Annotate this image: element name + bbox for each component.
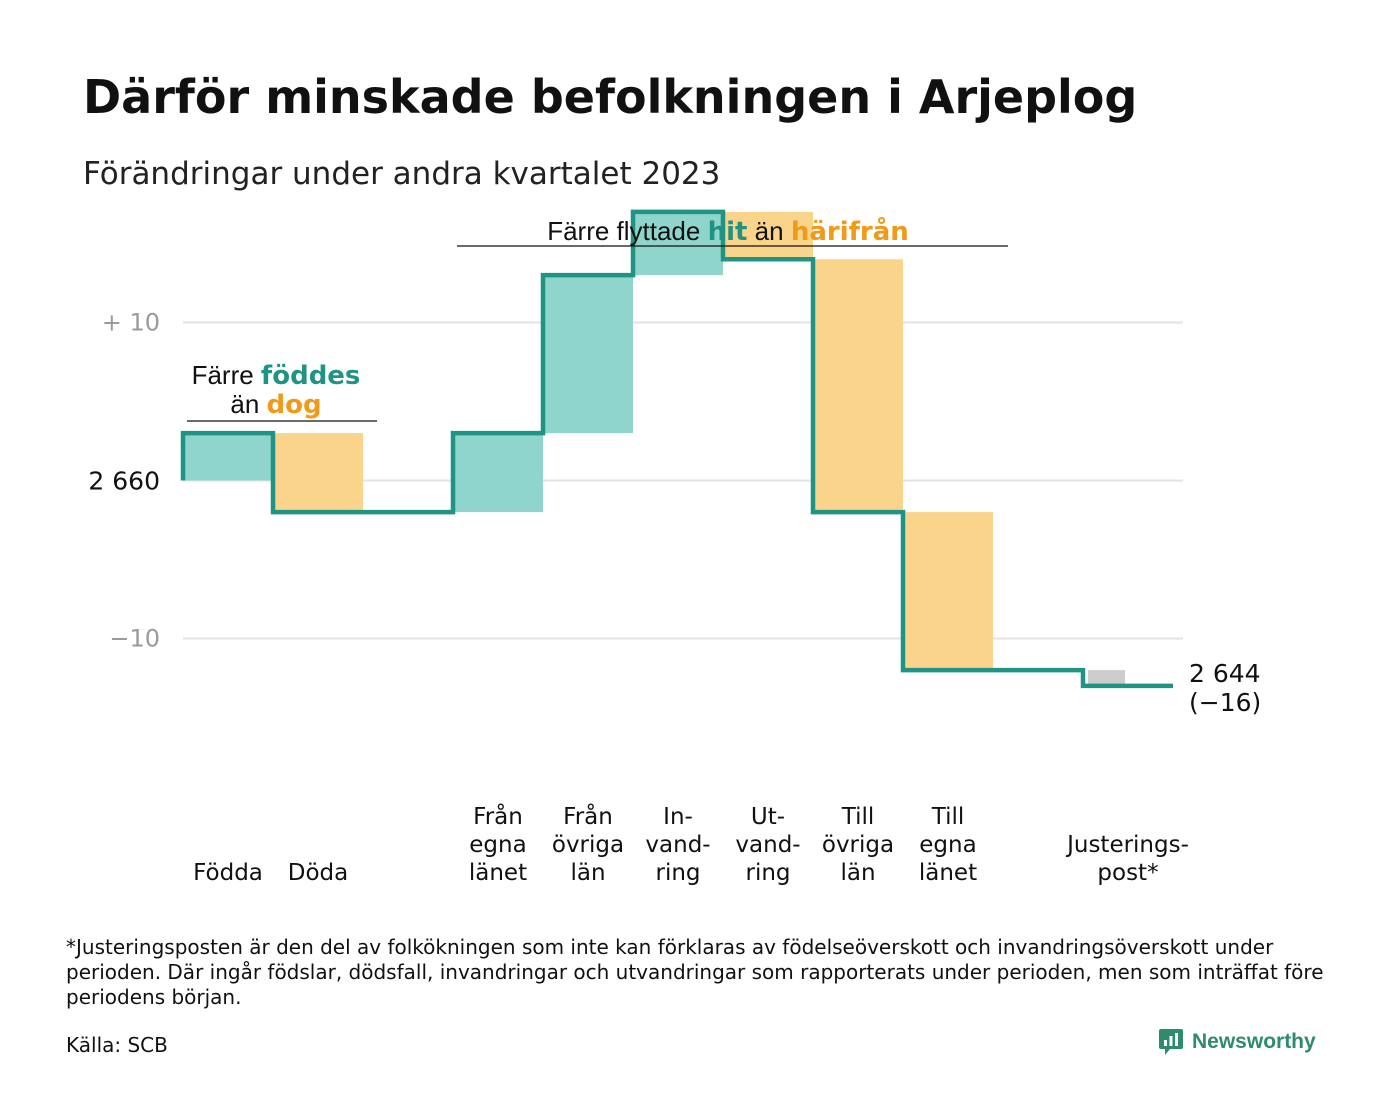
brand-logo[interactable]: Newsworthy xyxy=(1158,1027,1316,1057)
line-layer xyxy=(180,209,1173,689)
bar-tillegnalänet xyxy=(903,512,993,671)
bar-justeringspost xyxy=(1088,670,1125,686)
category-label: Från xyxy=(563,802,613,830)
footnote: *Justeringsposten är den del av folkökni… xyxy=(66,935,1324,1009)
newsworthy-logo-icon xyxy=(1159,1029,1183,1055)
category-label: Födda xyxy=(193,860,263,886)
births-deaths-annotation-segment: än xyxy=(230,389,266,419)
births-deaths-annotation-line: Färre föddes xyxy=(192,360,361,391)
category-label: Döda xyxy=(288,860,348,886)
category-label: egna xyxy=(469,832,526,858)
end-value-label: 2 644 xyxy=(1189,659,1261,688)
bar-frånegnalänet xyxy=(453,433,543,513)
bar-födda xyxy=(183,433,273,481)
migration-annotation-segment: hit xyxy=(708,217,748,247)
brand-name: Newsworthy xyxy=(1192,1030,1316,1053)
category-label: länet xyxy=(919,860,977,886)
births-deaths-annotation-segment: Färre xyxy=(192,360,261,390)
category-label: Från xyxy=(473,802,523,830)
category-label: Justerings- xyxy=(1065,832,1189,858)
category-label: länet xyxy=(469,860,527,886)
end-change-label: (−16) xyxy=(1189,688,1261,717)
source-note: Källa: SCB xyxy=(66,1033,168,1057)
category-label: In- xyxy=(663,804,693,830)
chart-title: Därför minskade befolkningen i Arjeplog xyxy=(83,70,1138,124)
start-value-label: 2 660 xyxy=(88,467,160,496)
category-label: Ut- xyxy=(751,804,785,830)
bar-tillövrigalän xyxy=(813,259,903,513)
migration-annotation-segment: än xyxy=(747,216,790,246)
migration-annotation-line: Färre flyttade hit än härifrån xyxy=(547,215,909,247)
migration-annotation-segment: Färre flyttade xyxy=(547,216,707,246)
bar-invandring xyxy=(633,211,723,276)
category-label: ring xyxy=(655,860,700,886)
category-label: vand- xyxy=(735,832,800,858)
category-label: ring xyxy=(745,860,790,886)
cumulative-step-line xyxy=(180,209,1173,689)
category-label: egna xyxy=(919,832,976,858)
births-deaths-annotation-segment: dog xyxy=(267,390,322,420)
category-label: Till xyxy=(841,804,875,830)
migration-annotation-segment: härifrån xyxy=(791,215,909,247)
category-label: övriga xyxy=(552,832,624,858)
bars-layer xyxy=(183,211,1125,686)
y-tick-label: −10 xyxy=(109,625,160,653)
category-label: post* xyxy=(1097,860,1158,886)
category-label: län xyxy=(840,860,875,886)
category-label: län xyxy=(570,860,605,886)
births-deaths-annotation-segment: föddes xyxy=(261,361,361,391)
births-deaths-annotation-line: än dog xyxy=(230,389,321,420)
category-label: övriga xyxy=(822,832,894,858)
category-label: vand- xyxy=(645,832,710,858)
category-label: Till xyxy=(931,804,965,830)
bar-frånövrigalän xyxy=(543,275,633,434)
bar-utvandring xyxy=(723,211,813,260)
chart-subtitle: Förändringar under andra kvartalet 2023 xyxy=(83,156,721,192)
y-tick-label: + 10 xyxy=(102,309,160,337)
bar-döda xyxy=(273,433,363,513)
